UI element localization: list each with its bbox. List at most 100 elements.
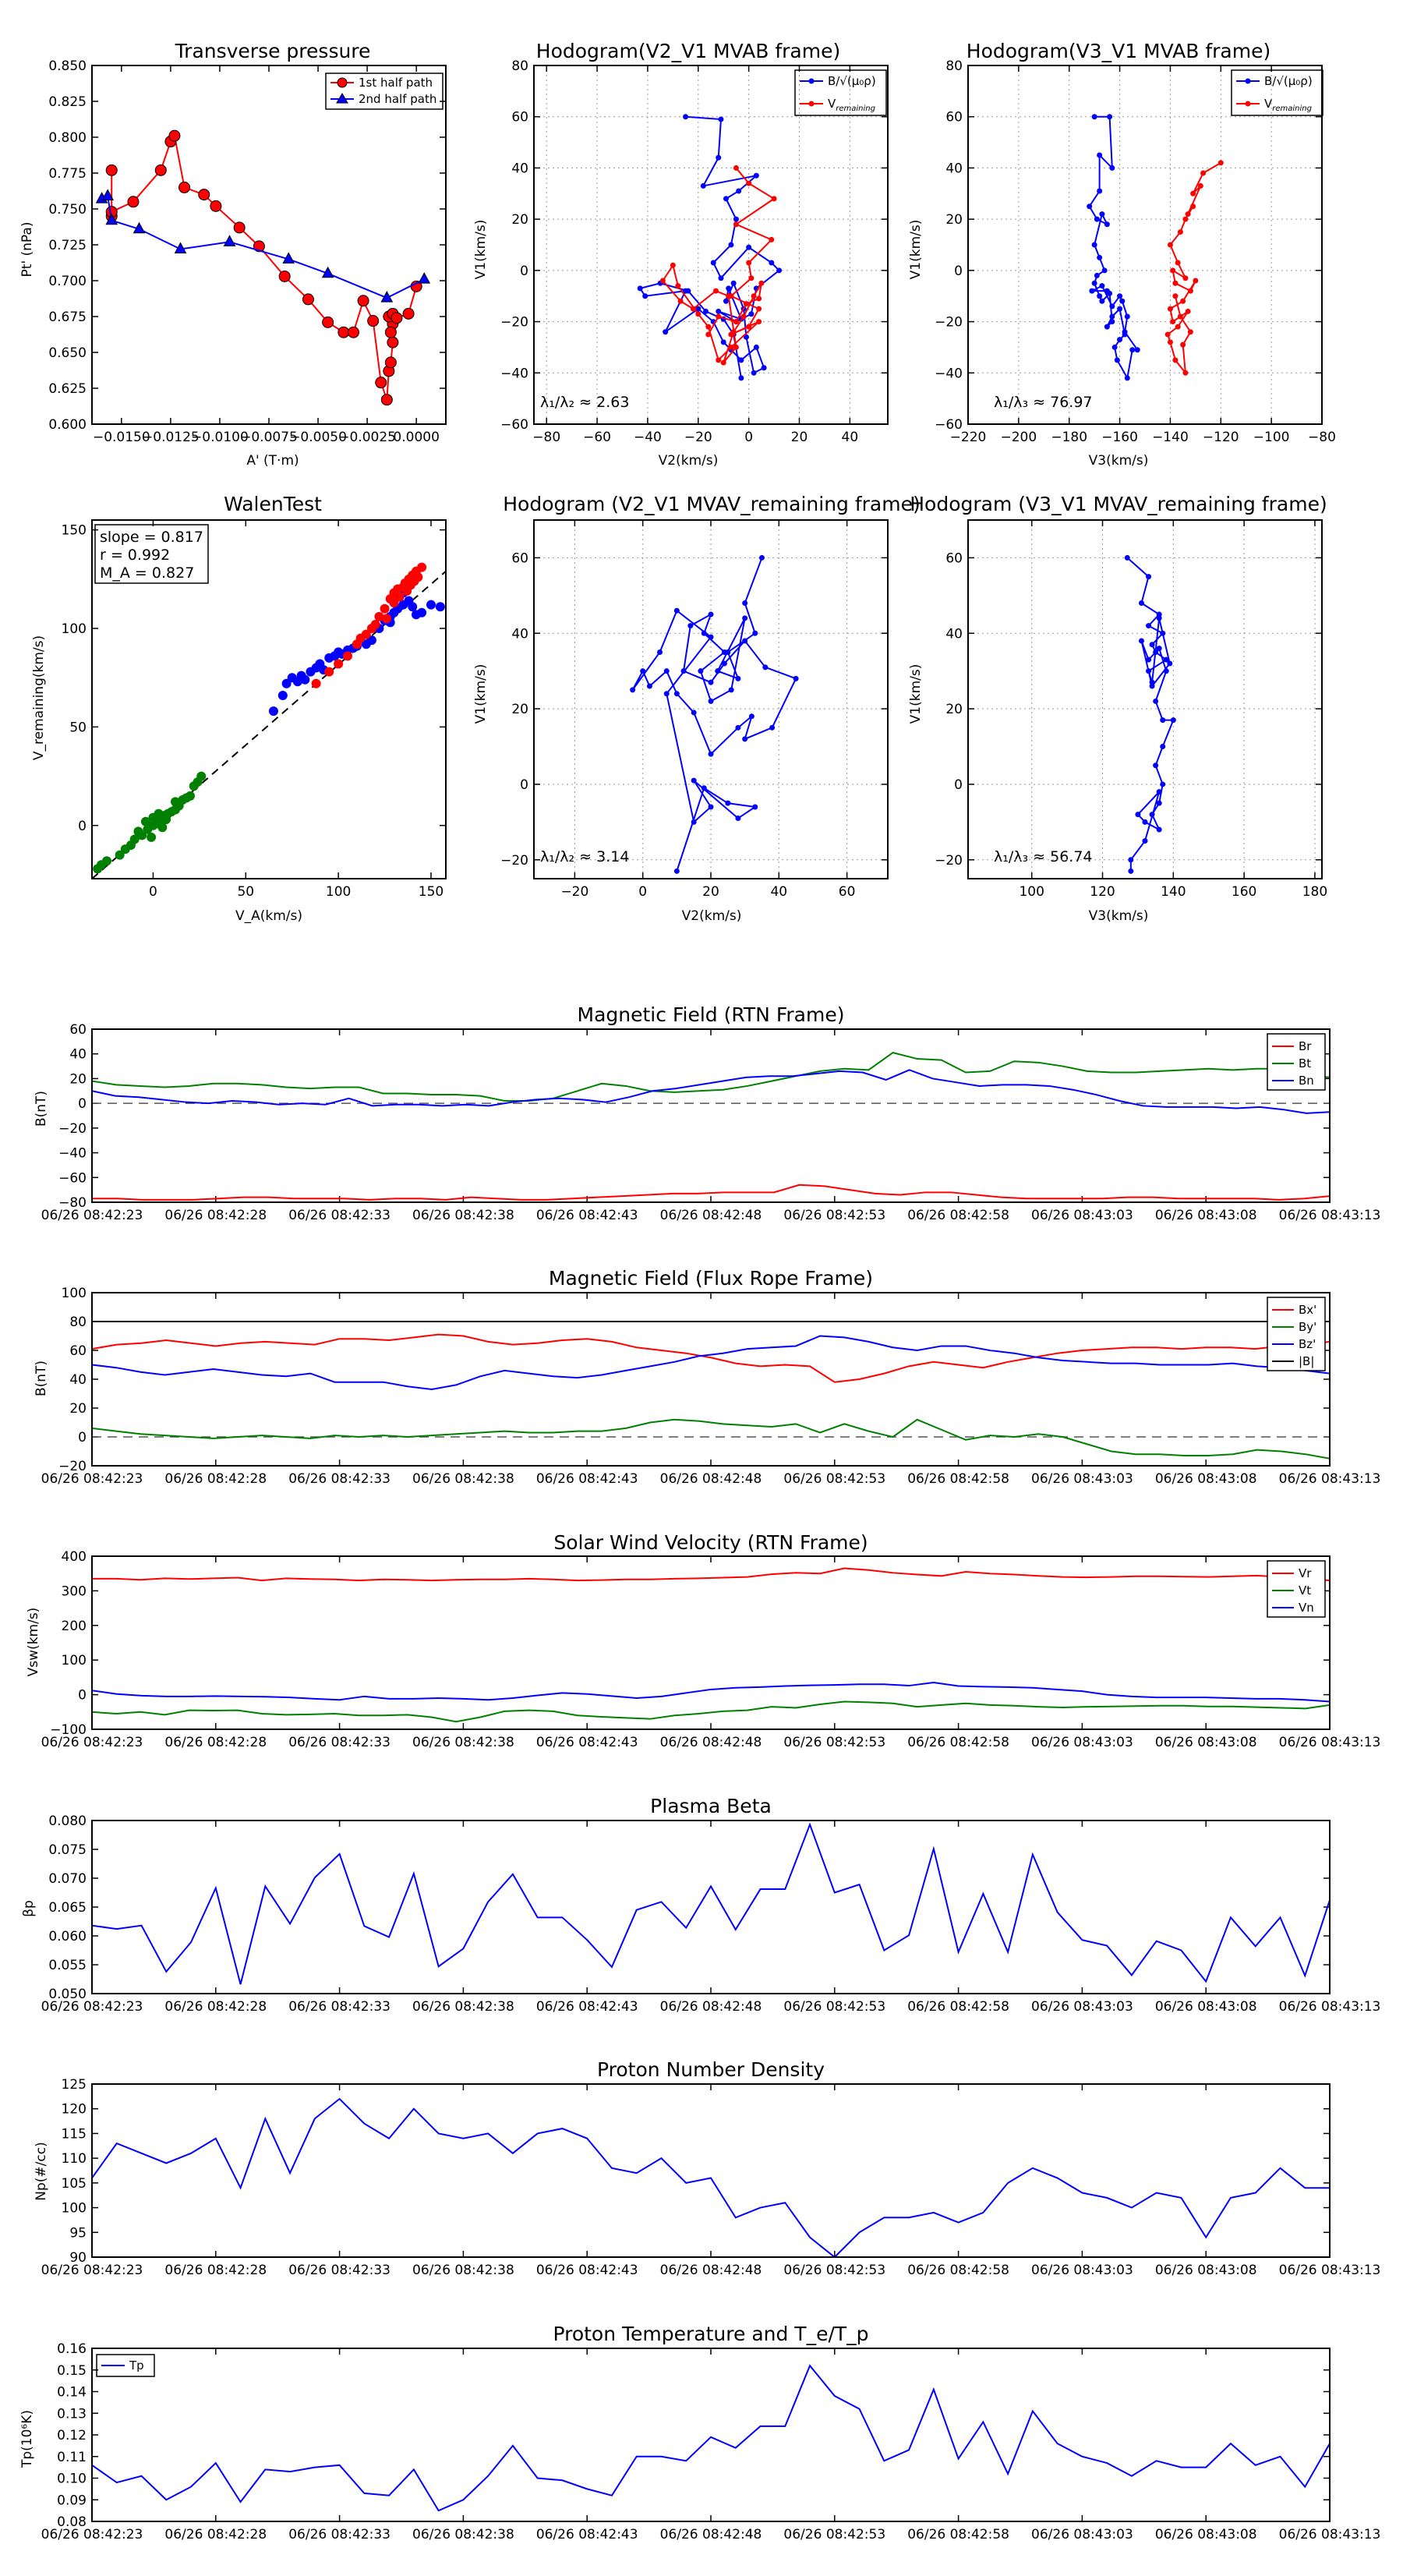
h4-ytick-label: 40 bbox=[945, 626, 963, 642]
h3-data-point bbox=[742, 638, 748, 644]
h4-data-point bbox=[1153, 698, 1159, 704]
hodogram-v3-v1-mvab-ylabel: V1(km/s) bbox=[908, 220, 924, 280]
h4-ytick-label: 60 bbox=[945, 550, 963, 566]
h1-data-point bbox=[716, 308, 722, 314]
bf1-ytick-label: −60 bbox=[58, 1170, 87, 1186]
transverse-pressure-title: Transverse pressure bbox=[175, 40, 371, 62]
bf2-ytick-label: 100 bbox=[62, 1286, 87, 1301]
h1-data-point bbox=[733, 344, 739, 350]
h4-xtick-label: 120 bbox=[1090, 884, 1115, 900]
walen-slope: slope = 0.817 bbox=[100, 529, 203, 546]
np-ytick-label: 100 bbox=[62, 2201, 87, 2217]
vsw-xtick-label: 06/26 08:42:23 bbox=[41, 1735, 143, 1750]
h2-data-point bbox=[1197, 182, 1203, 189]
bf2-xtick-label: 06/26 08:43:13 bbox=[1279, 1471, 1381, 1487]
h1-data-point bbox=[738, 357, 744, 363]
hodogram-v3-v1-mvav-ylabel: V1(km/s) bbox=[908, 664, 924, 724]
tp-data-point bbox=[337, 326, 350, 338]
h2-data-point bbox=[1172, 357, 1179, 363]
h3-data-point bbox=[663, 691, 670, 697]
h2-data-point bbox=[1117, 337, 1123, 343]
h1-data-point bbox=[716, 357, 722, 363]
h3-data-point bbox=[793, 675, 799, 681]
h3-data-point bbox=[721, 660, 727, 667]
bf2-legend: Bx' By' Bz' |B| bbox=[1267, 1297, 1326, 1371]
tpx-xtick-label: 06/26 08:42:58 bbox=[907, 2527, 1009, 2542]
h4-series-blue bbox=[1124, 554, 1176, 874]
h4-data-point bbox=[1128, 868, 1134, 874]
walen-ytick-label: 0 bbox=[78, 819, 87, 834]
h1-data-point bbox=[736, 188, 742, 194]
tp-ytick-label: 0.650 bbox=[48, 345, 87, 361]
tpx-ytick-label: 0.16 bbox=[57, 2341, 87, 2357]
h1-data-point bbox=[740, 313, 747, 320]
h1-data-point bbox=[753, 344, 759, 350]
bf2-ytick-label: 20 bbox=[69, 1401, 87, 1417]
h1-data-point bbox=[733, 319, 739, 325]
bf2-series-bz bbox=[91, 1335, 1331, 1390]
vsw-xtick-label: 06/26 08:43:08 bbox=[1155, 1735, 1257, 1750]
tpx-xtick-label: 06/26 08:43:08 bbox=[1155, 2527, 1257, 2542]
tp-data-point bbox=[384, 326, 397, 338]
h3-data-point bbox=[663, 668, 670, 674]
h4-data-point bbox=[1135, 812, 1141, 818]
proton-density-ylabel: Np(#/cc) bbox=[34, 2142, 49, 2200]
h1-ytick-label: 40 bbox=[511, 161, 528, 176]
solar-wind-velocity-ylabel: Vsw(km/s) bbox=[26, 1608, 41, 1677]
beta-xtick-label: 06/26 08:42:58 bbox=[907, 1999, 1009, 2015]
walen-data-point bbox=[408, 602, 418, 612]
walen-test-xlabel: V_A(km/s) bbox=[235, 908, 302, 924]
magnetic-field-flux-rope-plot: Magnetic Field (Flux Rope Frame) B(nT) 0… bbox=[34, 1267, 1380, 1487]
h2-data-point bbox=[1091, 242, 1097, 248]
h2-xtick-label: −180 bbox=[1051, 430, 1087, 445]
h2-data-point bbox=[1167, 242, 1173, 248]
h4-data-point bbox=[1142, 838, 1148, 844]
h2-data-point bbox=[1124, 313, 1130, 320]
np-ytick-label: 90 bbox=[69, 2250, 87, 2266]
transverse-pressure-ylabel: Pt' (nPa) bbox=[19, 222, 35, 278]
tp-xtick-label: −0.0075 bbox=[240, 430, 298, 445]
tpx-xtick-label: 06/26 08:42:48 bbox=[660, 2527, 762, 2542]
h3-data-point bbox=[691, 709, 697, 716]
walen-data-point bbox=[268, 706, 278, 717]
hodogram-v3-v1-mvab-plot: Hodogram(V3_V1 MVAB frame) V3(km/s) V1(k… bbox=[908, 40, 1336, 469]
h2-data-point bbox=[1109, 165, 1115, 171]
tp-ytick-label: 0.600 bbox=[48, 417, 87, 433]
bf1-ytick-label: −40 bbox=[58, 1146, 87, 1162]
h2-data-point bbox=[1091, 114, 1097, 120]
vsw-ytick-label: 100 bbox=[62, 1653, 87, 1668]
h2-series-v-remaining bbox=[1164, 160, 1224, 376]
hodogram-v2-v1-mvab-legend: B/√(μ₀ρ) Vremaining bbox=[794, 69, 887, 116]
beta-xtick-label: 06/26 08:42:38 bbox=[412, 1999, 514, 2015]
np-ytick-label: 110 bbox=[62, 2151, 87, 2167]
h2-data-point bbox=[1107, 114, 1113, 120]
h1-xtick-label: 40 bbox=[842, 430, 859, 445]
h1-data-point bbox=[720, 339, 726, 345]
tpx-frame bbox=[91, 2348, 1331, 2522]
h3-data-point bbox=[657, 649, 663, 655]
h1-data-point bbox=[733, 216, 739, 222]
transverse-pressure-legend: 1st half path 2nd half path bbox=[325, 73, 444, 110]
proton-density-plot: Proton Number Density Np(#/cc) 06/26 08:… bbox=[34, 2058, 1380, 2278]
h4-data-point bbox=[1153, 763, 1159, 769]
h1-data-point bbox=[746, 244, 752, 250]
walen-data-point bbox=[435, 602, 445, 612]
h1-data-point bbox=[756, 306, 762, 312]
tp-series-line bbox=[101, 194, 425, 299]
h1-data-point bbox=[718, 116, 724, 122]
h3-data-point bbox=[735, 675, 741, 681]
bf2-legend-label: By' bbox=[1299, 1320, 1316, 1334]
tp-ytick-label: 0.825 bbox=[48, 94, 87, 110]
tp-xtick-label: −0.0150 bbox=[93, 430, 150, 445]
h2-data-point bbox=[1099, 298, 1105, 304]
tp-data-point bbox=[282, 252, 295, 264]
h3-data-point bbox=[630, 687, 636, 693]
beta-ytick-label: 0.080 bbox=[48, 1813, 87, 1829]
tp-xtick-label: −0.0050 bbox=[289, 430, 347, 445]
bf2-ytick-label: 0 bbox=[78, 1430, 87, 1445]
beta-ytick-label: 0.055 bbox=[48, 1958, 87, 1973]
np-xtick-label: 06/26 08:42:33 bbox=[288, 2263, 391, 2278]
tpx-ytick-label: 0.10 bbox=[57, 2472, 87, 2487]
bf2-legend-label: |B| bbox=[1299, 1354, 1314, 1368]
walen-xtick-label: 50 bbox=[237, 884, 254, 900]
